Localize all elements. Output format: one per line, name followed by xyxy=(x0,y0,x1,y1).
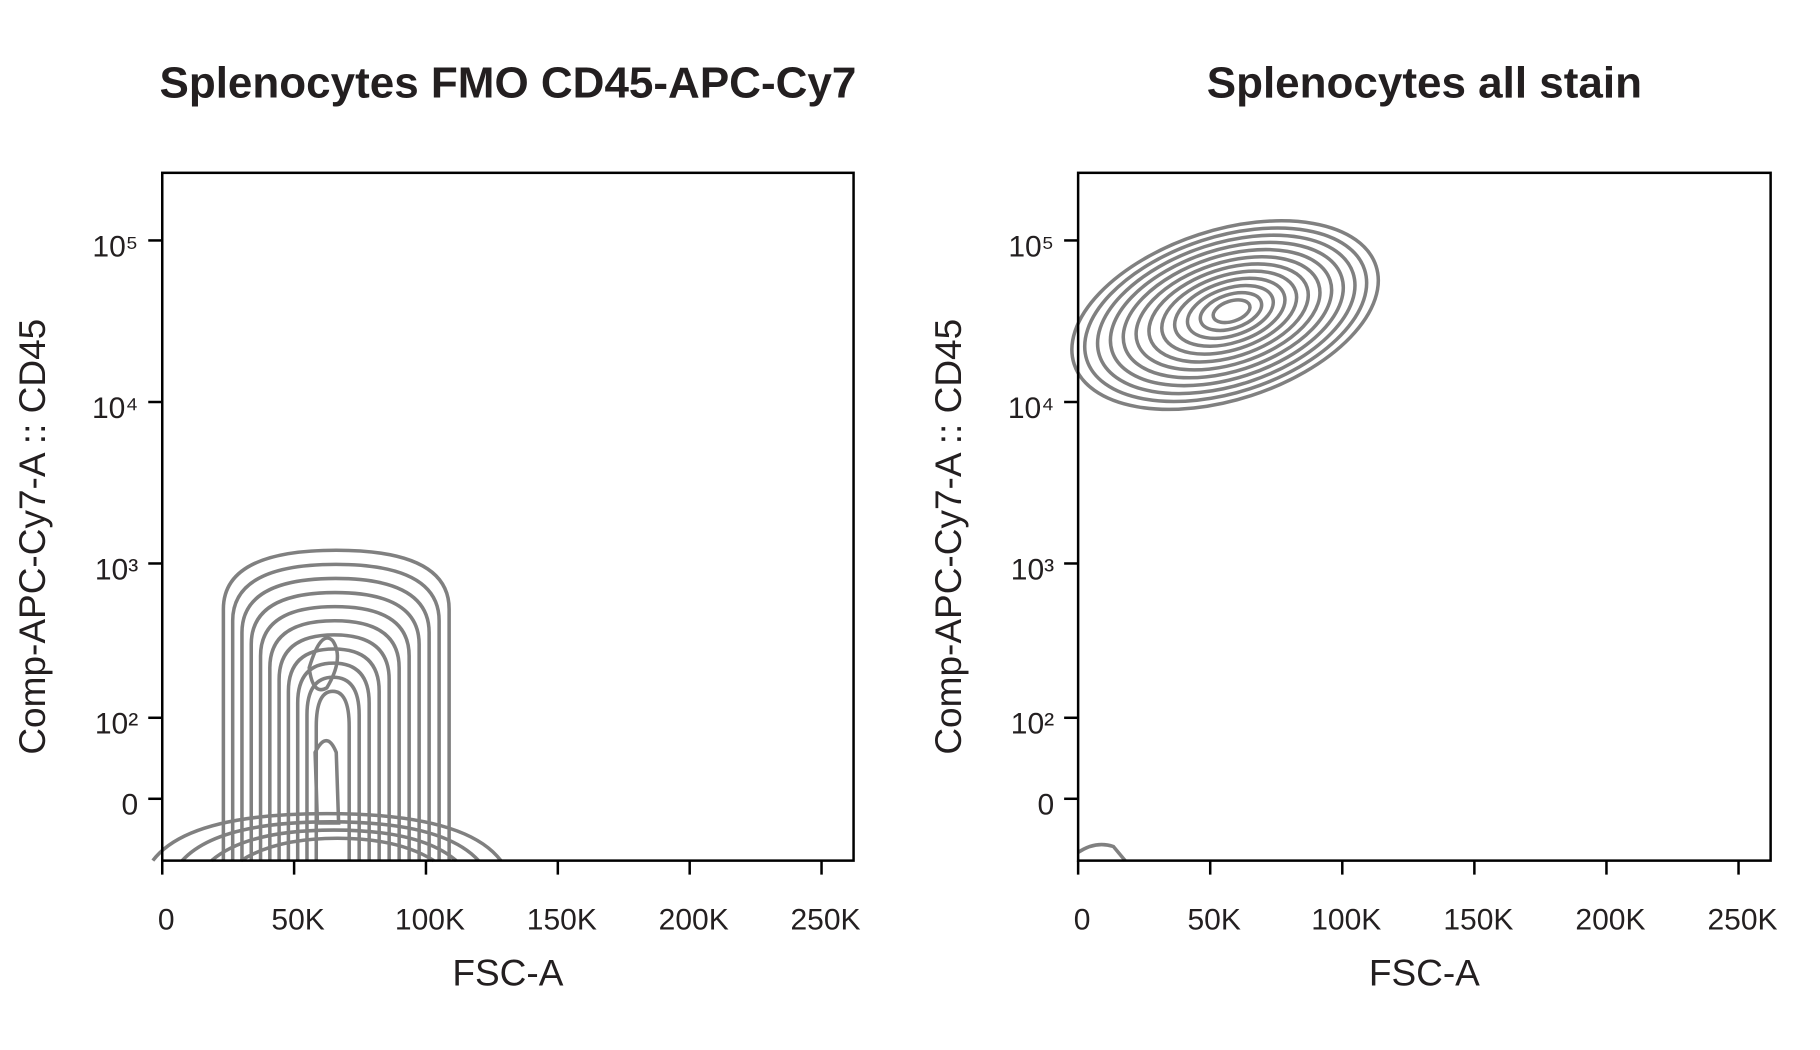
x-tick-label: 50K xyxy=(1188,904,1241,937)
plot-frame xyxy=(1076,171,1772,862)
contour xyxy=(1077,842,1127,862)
contours xyxy=(151,548,503,863)
contour xyxy=(221,548,451,861)
y-tick-label: 0 xyxy=(122,789,139,822)
x-tick-label: 150K xyxy=(1443,904,1513,937)
y-axis-label: Comp-APC-Cy7-A :: CD45 xyxy=(928,319,969,755)
contour xyxy=(1134,255,1322,372)
x-tick-label: 100K xyxy=(395,904,465,937)
y-axis-label: Comp-APC-Cy7-A :: CD45 xyxy=(12,319,53,755)
x-tick-label: 100K xyxy=(1311,904,1381,937)
contour xyxy=(1082,226,1369,404)
y-tick-label: 10³ xyxy=(1011,553,1054,586)
contour xyxy=(1095,233,1357,396)
contour xyxy=(1211,298,1252,325)
chart-title: Splenocytes all stain xyxy=(1207,58,1642,107)
y-tick-label: 10² xyxy=(1011,708,1054,741)
contour xyxy=(307,636,340,692)
x-tick-label: 250K xyxy=(1708,904,1778,937)
x-tick-label: 250K xyxy=(791,904,861,937)
contour xyxy=(210,828,458,862)
contour xyxy=(240,836,435,863)
x-tick-label: 150K xyxy=(527,904,597,937)
y-tick-label: 10⁴ xyxy=(1008,392,1054,425)
x-tick-label: 0 xyxy=(158,904,175,937)
x-axis-label: FSC-A xyxy=(1369,953,1480,994)
contour xyxy=(277,633,391,861)
contour xyxy=(240,576,431,861)
contour xyxy=(1185,283,1276,341)
contour xyxy=(1198,290,1264,333)
contour xyxy=(313,738,341,825)
contour xyxy=(230,562,441,861)
contour xyxy=(314,689,351,861)
x-tick-label: 50K xyxy=(271,904,324,937)
contours xyxy=(1070,219,1381,862)
contour xyxy=(1070,219,1381,412)
contour xyxy=(1147,262,1311,364)
y-tick-label: 0 xyxy=(1037,789,1054,822)
x-tick-label: 0 xyxy=(1074,904,1091,937)
y-tick-label: 10⁵ xyxy=(92,230,138,263)
y-tick-label: 10³ xyxy=(95,553,138,586)
plot-frame xyxy=(160,171,855,862)
plot: Splenocytes FMO CD45-APC-Cy7 FSC-A Comp-AP… xyxy=(12,58,861,993)
contour xyxy=(268,619,401,861)
y-tick-label: 10² xyxy=(95,708,138,741)
y-tick-label: 10⁵ xyxy=(1008,230,1054,263)
plot: Splenocytes all stain FSC-A Comp-APC-Cy7-A… xyxy=(928,58,1778,993)
x-axis-label: FSC-A xyxy=(452,953,563,994)
chart-title: Splenocytes FMO CD45-APC-Cy7 xyxy=(159,58,856,107)
contour xyxy=(1108,240,1346,388)
contour xyxy=(286,647,381,861)
contour xyxy=(249,590,421,861)
contour xyxy=(151,811,503,862)
y-tick-label: 10⁴ xyxy=(92,392,138,425)
contour xyxy=(1121,247,1334,380)
contour xyxy=(1172,276,1287,348)
x-tick-label: 200K xyxy=(659,904,729,937)
x-tick-label: 200K xyxy=(1575,904,1645,937)
contour xyxy=(258,604,411,861)
contour xyxy=(295,661,371,861)
contour xyxy=(180,820,480,862)
contour xyxy=(1160,269,1299,356)
